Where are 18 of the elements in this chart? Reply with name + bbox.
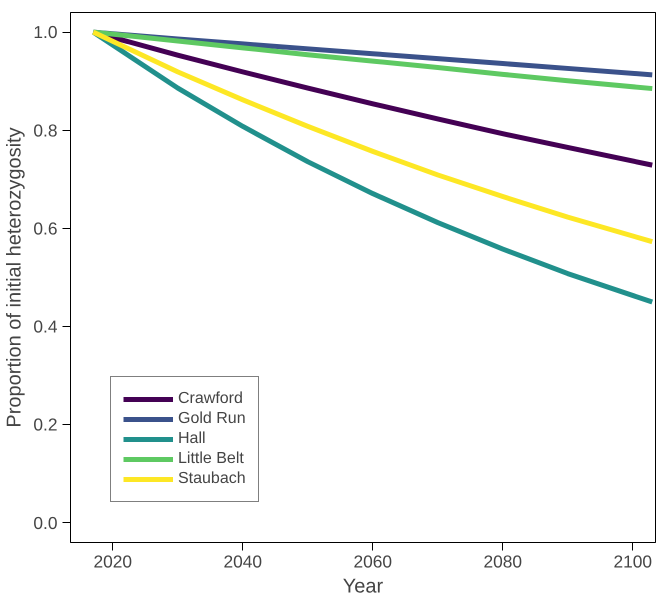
- y-axis-title: Proportion of initial heterozygosity: [3, 127, 26, 428]
- x-tick-label: 2020: [93, 552, 132, 572]
- x-tick-label: 2100: [613, 552, 652, 572]
- legend-label: Staubach: [178, 470, 246, 488]
- legend-label: Gold Run: [178, 410, 246, 428]
- y-tick-label: 0.6: [33, 218, 58, 238]
- y-tick-label: 1.0: [33, 22, 58, 42]
- x-axis-title: Year: [342, 576, 384, 598]
- y-tick-label: 0.2: [33, 414, 58, 435]
- y-tick-label: 0.8: [33, 120, 58, 140]
- x-tick-label: 2080: [483, 552, 522, 572]
- y-tick-label: 0.4: [33, 316, 58, 337]
- legend-label: Crawford: [178, 390, 243, 408]
- legend-label: Hall: [178, 430, 206, 448]
- legend-label: Little Belt: [178, 450, 244, 468]
- y-tick-label: 0.0: [33, 512, 58, 533]
- x-tick-label: 2060: [353, 552, 392, 572]
- x-tick-label: 2040: [223, 552, 262, 572]
